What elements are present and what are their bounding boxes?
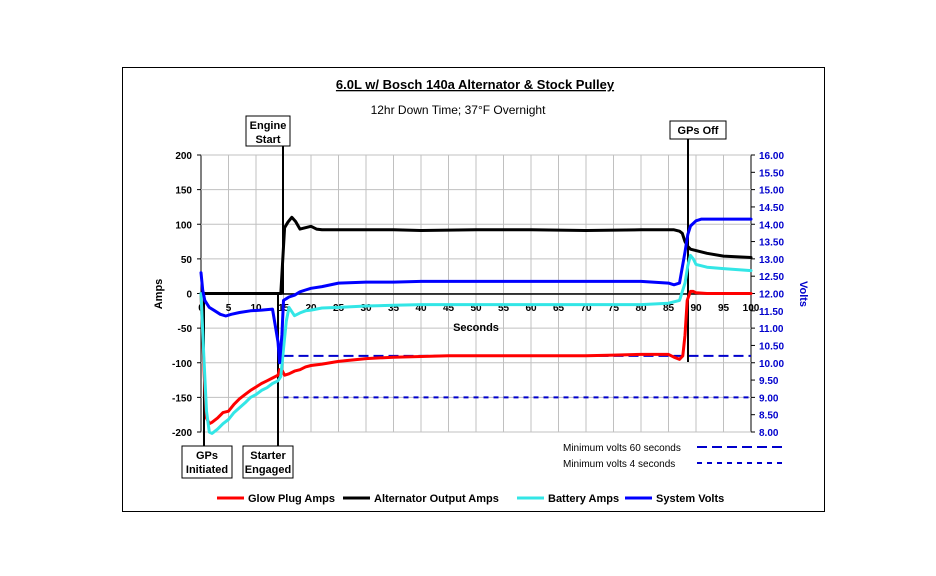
series-line — [199, 253, 753, 435]
legend-label: Battery Amps — [548, 493, 619, 505]
x-tick-label: 50 — [470, 303, 482, 314]
y-tick-label: -150 — [172, 393, 192, 404]
x-tick-label: 90 — [690, 303, 702, 314]
y-tick-label: -200 — [172, 428, 192, 439]
event-marker-box — [242, 445, 294, 479]
y-tick-label: -50 — [178, 324, 193, 335]
event-marker-box — [181, 445, 233, 479]
x-tick-label: 5 — [226, 303, 232, 314]
y2-tick-label: 15.50 — [759, 168, 784, 179]
legend-label: Alternator Output Amps — [374, 493, 499, 505]
chart-subtitle: 12hr Down Time; 37°F Overnight — [371, 103, 547, 117]
x-tick-label: 65 — [553, 303, 565, 314]
y2-axis-ticks: 16.00 15.50 15.00 14.50 14.00 13.50 13.00 12.50… — [751, 151, 784, 439]
y-tick-label: 150 — [175, 186, 192, 197]
series-line — [199, 217, 753, 365]
y2-tick-label: 10.00 — [759, 359, 784, 370]
reference-legend: Minimum volts 60 seconds Minimum volts 4 … — [563, 443, 787, 470]
y2-tick-label: 13.00 — [759, 255, 784, 266]
y-tick-label: 0 — [186, 290, 192, 301]
x-tick-label: 100 — [743, 303, 760, 314]
event-markers: Engine Start GPs Off GPs Initiated Starter Eng… — [181, 115, 727, 479]
x-tick-label: 45 — [443, 303, 455, 314]
x-tick-label: 85 — [663, 303, 675, 314]
x-tick-label: 70 — [580, 303, 592, 314]
x-tick-label: 35 — [388, 303, 400, 314]
x-axis-label: Seconds — [453, 322, 499, 334]
event-marker-label: Engine — [250, 120, 287, 132]
x-tick-label: 95 — [718, 303, 730, 314]
legend-label: System Volts — [656, 493, 724, 505]
x-tick-label: 40 — [415, 303, 427, 314]
y2-tick-label: 14.00 — [759, 220, 784, 231]
x-tick-label: 10 — [250, 303, 262, 314]
series-lines — [199, 215, 753, 435]
y2-tick-label: 11.50 — [759, 307, 784, 318]
event-marker-label: Starter — [250, 450, 286, 462]
y-axis-ticks: 200 150 100 50 0 -50 -100 -150 -200 — [172, 151, 201, 439]
y-tick-label: 200 — [175, 151, 192, 162]
legend: Glow Plug Amps Alternator Output Amps Batt… — [217, 493, 724, 505]
y2-tick-label: 12.50 — [759, 272, 784, 283]
event-marker-label: Initiated — [186, 464, 228, 476]
series-line — [199, 289, 753, 426]
reference-legend-label: Minimum volts 4 seconds — [563, 459, 675, 470]
x-tick-label: 75 — [608, 303, 620, 314]
y2-axis-label: Volts — [797, 281, 809, 307]
y2-tick-label: 10.50 — [759, 341, 784, 352]
y2-tick-label: 11.00 — [759, 324, 784, 335]
y2-tick-label: 15.00 — [759, 186, 784, 197]
event-marker-label: GPs — [196, 450, 218, 462]
y-tick-label: 100 — [175, 220, 192, 231]
event-marker-label: Engaged — [245, 464, 291, 476]
event-marker-label: Start — [255, 134, 280, 146]
x-tick-label: 55 — [498, 303, 510, 314]
y-tick-label: 50 — [181, 255, 193, 266]
x-tick-label: 30 — [360, 303, 372, 314]
y-tick-label: -100 — [172, 359, 192, 370]
legend-label: Glow Plug Amps — [248, 493, 335, 505]
y2-tick-label: 16.00 — [759, 151, 784, 162]
y2-tick-label: 12.00 — [759, 290, 784, 301]
y-axis-label: Amps — [153, 279, 165, 310]
y2-tick-label: 8.00 — [759, 428, 779, 439]
chart-title: 6.0L w/ Bosch 140a Alternator & Stock Pu… — [336, 77, 615, 92]
y2-tick-label: 9.50 — [759, 376, 779, 387]
series-line — [199, 215, 753, 295]
x-tick-label: 60 — [525, 303, 537, 314]
x-tick-label: 80 — [635, 303, 647, 314]
event-marker-box — [669, 120, 727, 140]
y2-tick-label: 8.50 — [759, 411, 779, 422]
event-marker-box — [245, 115, 291, 147]
event-marker-label: GPs Off — [678, 125, 719, 137]
y2-tick-label: 9.00 — [759, 393, 779, 404]
y2-tick-label: 14.50 — [759, 203, 784, 214]
y2-tick-label: 13.50 — [759, 238, 784, 249]
x-tick-label: 20 — [305, 303, 317, 314]
reference-legend-label: Minimum volts 60 seconds — [563, 443, 681, 454]
